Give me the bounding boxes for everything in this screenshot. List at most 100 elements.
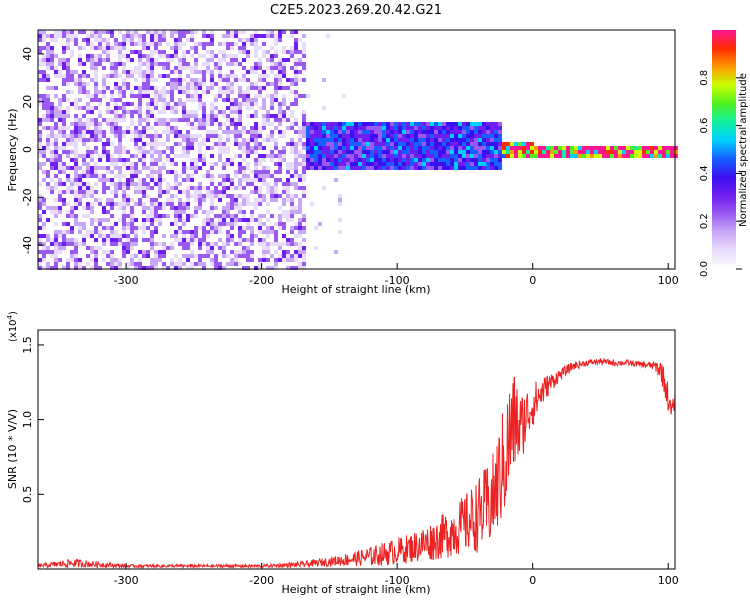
- spectrogram-cell: [274, 258, 278, 262]
- spectrogram-cell: [330, 134, 334, 138]
- spectrogram-cell: [322, 186, 326, 190]
- spectrogram-cell: [158, 250, 162, 254]
- spectrogram-cell: [394, 122, 398, 126]
- spectrogram-cell: [70, 30, 74, 34]
- spectrogram-cell: [326, 146, 330, 150]
- spectrogram-cell: [250, 82, 254, 86]
- spectrogram-cell: [258, 90, 262, 94]
- spectrogram-cell: [298, 230, 302, 234]
- spectrogram-cell: [358, 122, 362, 126]
- spectrogram-cell: [282, 102, 286, 106]
- spectrogram-cell: [238, 106, 242, 110]
- spectrogram-cell: [62, 126, 66, 130]
- spectrogram-cell: [110, 94, 114, 98]
- spectrogram-cell: [266, 118, 270, 122]
- spectrogram-cell: [130, 42, 134, 46]
- spectrogram-cell: [466, 134, 470, 138]
- spectrogram-cell: [138, 114, 142, 118]
- spectrogram-cell: [250, 258, 254, 262]
- spectrogram-cell: [474, 142, 478, 146]
- spectrogram-cell: [278, 102, 282, 106]
- spectrogram-cell: [78, 194, 82, 198]
- spectrogram-cell: [70, 102, 74, 106]
- spectrogram-cell: [290, 254, 294, 258]
- spectrogram-cell: [506, 154, 510, 158]
- spectrogram-cell: [270, 34, 274, 38]
- colorbar-tick-label: 0.0: [699, 261, 710, 277]
- spectrogram-cell: [94, 254, 98, 258]
- spectrogram-cell: [298, 266, 302, 270]
- spectrogram-cell: [262, 238, 266, 242]
- spectrogram-cell: [86, 34, 90, 38]
- spectrogram-cell: [182, 190, 186, 194]
- spectrogram-cell: [134, 142, 138, 146]
- spectrogram-cell: [166, 146, 170, 150]
- spectrogram-cell: [106, 226, 110, 230]
- spectrogram-cell: [126, 74, 130, 78]
- spectrogram-cell: [94, 190, 98, 194]
- spectrogram-cell: [238, 90, 242, 94]
- spectrogram-cell: [54, 198, 58, 202]
- spectrogram-cell: [158, 178, 162, 182]
- spectrogram-cell: [42, 226, 46, 230]
- spectrogram-cell: [158, 166, 162, 170]
- spectrogram-cell: [326, 162, 330, 166]
- spectrogram-cell: [362, 134, 366, 138]
- spectrogram-cell: [166, 130, 170, 134]
- spectrogram-cell: [246, 78, 250, 82]
- spectrogram-cell: [454, 138, 458, 142]
- spectrogram-cell: [190, 142, 194, 146]
- spectrogram-cell: [474, 150, 478, 154]
- spectrogram-cell: [482, 138, 486, 142]
- spectrogram-cell: [414, 158, 418, 162]
- spectrogram-cell: [134, 242, 138, 246]
- spectrogram-cell: [54, 122, 58, 126]
- spectrogram-cell: [302, 218, 306, 222]
- spectrogram-cell: [498, 142, 502, 146]
- spectrogram-cell: [58, 110, 62, 114]
- spectrogram-cell: [278, 70, 282, 74]
- spectrogram-cell: [178, 70, 182, 74]
- spectrogram-cell: [42, 250, 46, 254]
- spectrogram-cell: [666, 154, 670, 158]
- spectrogram-cell: [278, 218, 282, 222]
- spectrogram-cell: [142, 194, 146, 198]
- spectrogram-cell: [334, 146, 338, 150]
- spectrogram-cell: [246, 150, 250, 154]
- spectrogram-cell: [370, 150, 374, 154]
- spectrogram-cell: [398, 130, 402, 134]
- spectrogram-cell: [414, 146, 418, 150]
- spectrogram-cell: [122, 186, 126, 190]
- spectrogram-cell: [226, 114, 230, 118]
- spectrogram-cell: [334, 166, 338, 170]
- spectrogram-cell: [454, 150, 458, 154]
- spectrogram-cell: [290, 54, 294, 58]
- spectrogram-cell: [258, 214, 262, 218]
- spectrogram-cell: [186, 246, 190, 250]
- spectrogram-cell: [350, 134, 354, 138]
- spectrogram-cell: [238, 166, 242, 170]
- spectrogram-cell: [198, 102, 202, 106]
- spectrogram-cell: [82, 70, 86, 74]
- spectrogram-cell: [458, 142, 462, 146]
- spectrogram-cell: [274, 146, 278, 150]
- spectrogram-cell: [130, 30, 134, 34]
- spectrogram-cell: [138, 262, 142, 266]
- spectrogram-cell: [186, 166, 190, 170]
- spectrogram-cell: [674, 150, 678, 154]
- spectrogram-cell: [102, 258, 106, 262]
- spectrogram-cell: [134, 230, 138, 234]
- spectrogram-cell: [134, 138, 138, 142]
- spectrogram-cell: [294, 258, 298, 262]
- spectrogram-cell: [398, 150, 402, 154]
- spectrogram-cell: [242, 186, 246, 190]
- spectrogram-cell: [158, 202, 162, 206]
- spectrogram-cell: [90, 206, 94, 210]
- spectrogram-cell: [94, 130, 98, 134]
- spectrogram-cell: [262, 174, 266, 178]
- spectrogram-cell: [110, 130, 114, 134]
- spectrogram-cell: [178, 58, 182, 62]
- spectrogram-cell: [58, 242, 62, 246]
- spectrogram-cell: [102, 66, 106, 70]
- spectrogram-cell: [138, 146, 142, 150]
